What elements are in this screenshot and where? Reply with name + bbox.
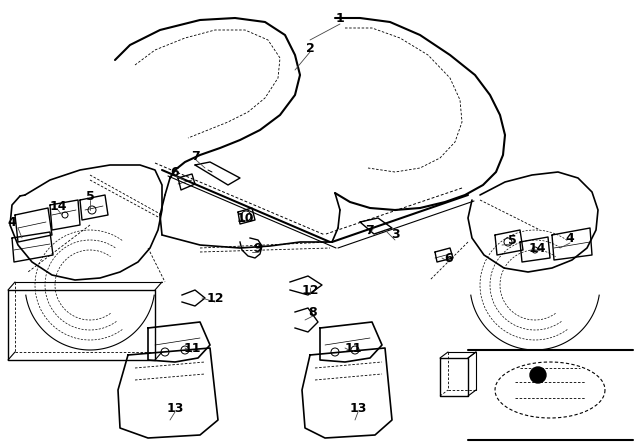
Text: 8: 8 bbox=[308, 306, 317, 319]
Text: 10: 10 bbox=[236, 211, 253, 224]
Text: 12: 12 bbox=[206, 292, 224, 305]
Text: 6: 6 bbox=[171, 165, 179, 178]
Circle shape bbox=[530, 367, 546, 383]
Text: 7: 7 bbox=[365, 224, 373, 237]
Text: 12: 12 bbox=[301, 284, 319, 297]
Text: 14: 14 bbox=[49, 199, 67, 212]
Text: 4: 4 bbox=[8, 215, 17, 228]
Text: 5: 5 bbox=[86, 190, 94, 202]
Text: 7: 7 bbox=[191, 151, 200, 164]
Text: 5: 5 bbox=[508, 233, 516, 246]
Text: 14: 14 bbox=[528, 241, 546, 254]
Text: 1: 1 bbox=[335, 12, 344, 25]
Text: 11: 11 bbox=[183, 341, 201, 354]
Text: 3: 3 bbox=[390, 228, 399, 241]
Text: 2: 2 bbox=[306, 42, 314, 55]
Text: 13: 13 bbox=[166, 401, 184, 414]
Text: 9: 9 bbox=[253, 241, 262, 254]
Text: 4: 4 bbox=[566, 232, 574, 245]
Text: 13: 13 bbox=[349, 401, 367, 414]
Text: 6: 6 bbox=[445, 251, 453, 264]
Text: 11: 11 bbox=[344, 341, 362, 354]
